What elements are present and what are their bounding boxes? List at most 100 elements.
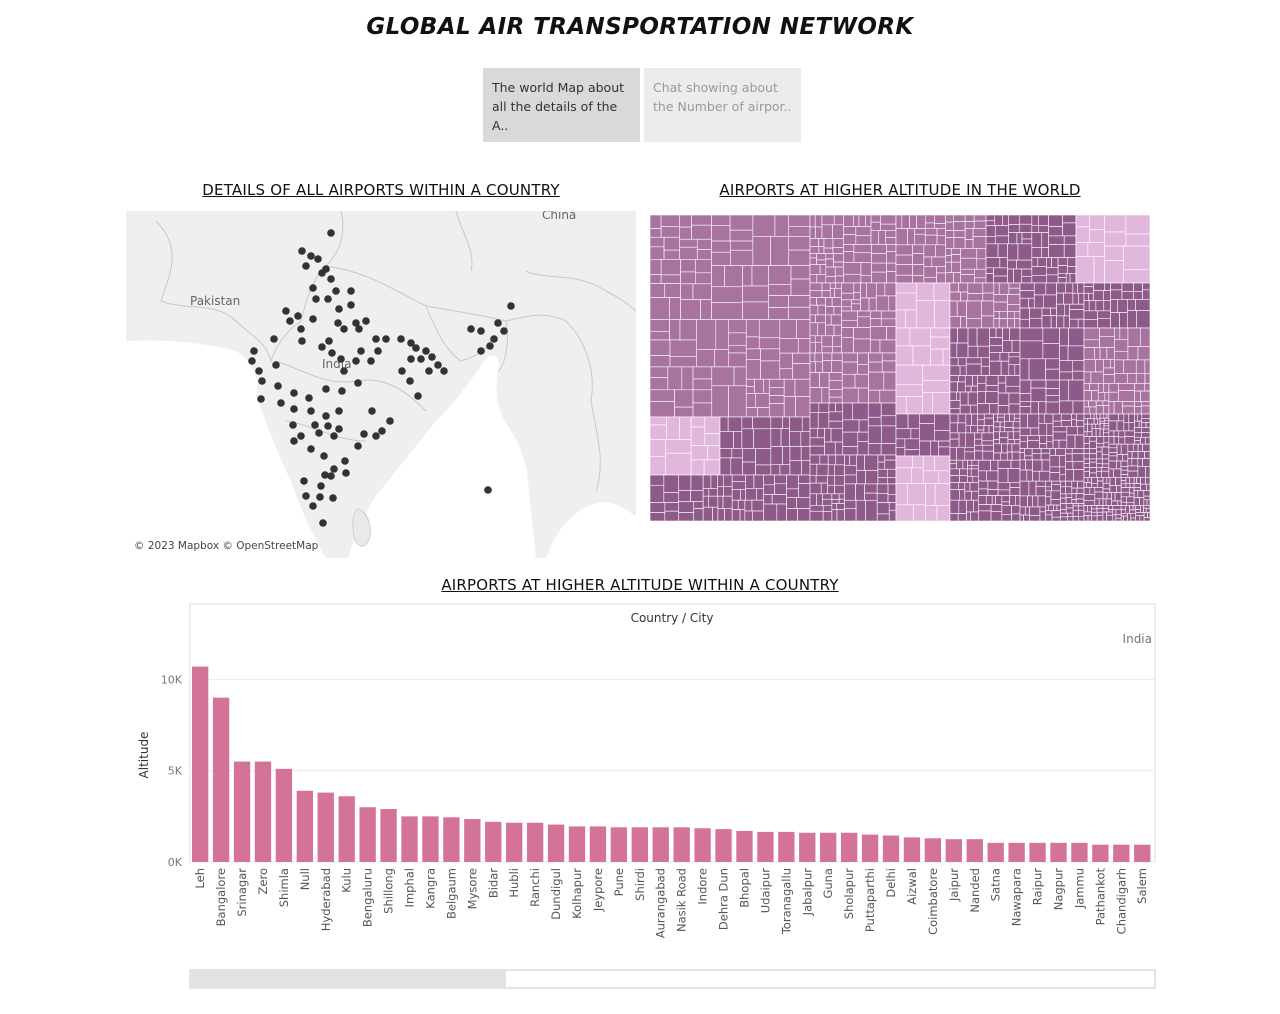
treemap-cell[interactable] xyxy=(825,266,836,277)
airport-marker[interactable] xyxy=(250,347,258,355)
treemap-cell[interactable] xyxy=(869,339,881,354)
treemap-cell[interactable] xyxy=(1115,508,1122,515)
treemap-cell[interactable] xyxy=(1133,477,1137,484)
treemap-cell[interactable] xyxy=(1095,423,1101,430)
treemap-cell[interactable] xyxy=(1052,413,1062,422)
treemap-cell[interactable] xyxy=(691,224,712,240)
treemap-cell[interactable] xyxy=(763,494,773,505)
treemap-cell[interactable] xyxy=(1075,498,1085,504)
treemap-cell[interactable] xyxy=(809,226,816,239)
treemap-cell[interactable] xyxy=(1006,451,1013,461)
treemap-cell[interactable] xyxy=(650,283,666,298)
treemap-cell[interactable] xyxy=(886,262,897,272)
treemap-cell[interactable] xyxy=(1097,310,1111,319)
airport-marker[interactable] xyxy=(327,472,335,480)
treemap-cell[interactable] xyxy=(1024,448,1033,457)
treemap-cell[interactable] xyxy=(1072,370,1085,381)
treemap-cell[interactable] xyxy=(1065,448,1073,455)
treemap-cell[interactable] xyxy=(1019,480,1030,497)
treemap-cell[interactable] xyxy=(707,445,721,461)
treemap-cell[interactable] xyxy=(1009,413,1015,422)
treemap-cell[interactable] xyxy=(993,310,1000,319)
treemap-cell[interactable] xyxy=(728,319,747,334)
treemap-cell[interactable] xyxy=(1083,458,1090,464)
treemap-cell[interactable] xyxy=(690,474,704,491)
bar[interactable] xyxy=(464,819,481,862)
treemap-cell[interactable] xyxy=(832,346,842,354)
treemap-cell[interactable] xyxy=(886,244,897,252)
treemap-cell[interactable] xyxy=(1002,215,1009,226)
treemap-cell[interactable] xyxy=(1127,373,1137,384)
treemap-cell[interactable] xyxy=(865,215,872,227)
treemap-cell[interactable] xyxy=(1134,440,1141,445)
treemap-cell[interactable] xyxy=(949,513,959,521)
treemap-cell[interactable] xyxy=(1108,401,1115,415)
treemap-cell[interactable] xyxy=(1009,482,1021,488)
treemap-cell[interactable] xyxy=(820,482,828,495)
treemap-cell[interactable] xyxy=(1120,505,1127,510)
treemap-cell[interactable] xyxy=(786,474,799,490)
treemap-cell[interactable] xyxy=(945,215,954,223)
treemap-cell[interactable] xyxy=(1101,446,1110,456)
treemap-cell[interactable] xyxy=(1140,390,1150,402)
treemap-cell[interactable] xyxy=(1011,451,1021,461)
airport-marker[interactable] xyxy=(338,387,346,395)
treemap-cell[interactable] xyxy=(1095,400,1104,406)
treemap-cell[interactable] xyxy=(974,444,984,452)
treemap-cell[interactable] xyxy=(1123,269,1150,284)
treemap-cell[interactable] xyxy=(792,363,811,380)
treemap-cell[interactable] xyxy=(964,215,975,222)
bar[interactable] xyxy=(945,839,962,862)
treemap-cell[interactable] xyxy=(742,265,753,287)
airport-marker[interactable] xyxy=(354,379,362,387)
treemap-cell[interactable] xyxy=(956,342,969,359)
treemap-cell[interactable] xyxy=(970,468,979,477)
bar[interactable] xyxy=(359,807,376,862)
treemap-cell[interactable] xyxy=(702,495,709,508)
treemap-cell[interactable] xyxy=(912,345,931,366)
treemap-cell[interactable] xyxy=(999,437,1009,445)
treemap-cell[interactable] xyxy=(816,493,823,506)
treemap-cell[interactable] xyxy=(888,509,897,521)
treemap-cell[interactable] xyxy=(854,373,869,389)
treemap-cell[interactable] xyxy=(817,304,826,316)
airport-marker[interactable] xyxy=(329,494,337,502)
treemap-cell[interactable] xyxy=(1018,215,1033,225)
treemap-cell[interactable] xyxy=(1137,490,1145,498)
treemap-cell[interactable] xyxy=(1029,317,1043,329)
treemap-cell[interactable] xyxy=(681,366,694,391)
airport-marker[interactable] xyxy=(407,355,415,363)
airport-marker[interactable] xyxy=(352,319,360,327)
treemap-cell[interactable] xyxy=(895,228,908,246)
treemap-cell[interactable] xyxy=(938,470,951,484)
treemap-cell[interactable] xyxy=(789,446,802,462)
treemap-cell[interactable] xyxy=(751,499,765,512)
airport-marker[interactable] xyxy=(290,437,298,445)
treemap-cell[interactable] xyxy=(972,236,987,249)
treemap-cell[interactable] xyxy=(770,428,782,447)
treemap-cell[interactable] xyxy=(852,402,869,421)
airport-marker[interactable] xyxy=(500,327,508,335)
bar[interactable] xyxy=(380,809,397,862)
treemap-cell[interactable] xyxy=(753,428,772,449)
treemap-cell[interactable] xyxy=(809,510,824,521)
treemap-cell[interactable] xyxy=(830,427,844,443)
treemap-cell[interactable] xyxy=(982,292,995,302)
tab-airport-count-chart[interactable]: Chat showing about the Number of airpor.… xyxy=(644,68,801,142)
treemap-cell[interactable] xyxy=(1118,413,1125,422)
treemap-cell[interactable] xyxy=(1136,310,1150,329)
treemap-cell[interactable] xyxy=(1127,310,1137,329)
treemap-cell[interactable] xyxy=(822,511,833,521)
treemap-cell[interactable] xyxy=(823,247,834,254)
treemap-cell[interactable] xyxy=(1119,327,1129,340)
treemap-cell[interactable] xyxy=(1065,453,1073,463)
treemap-cell[interactable] xyxy=(1009,487,1021,496)
treemap-cell[interactable] xyxy=(752,416,772,430)
airport-marker[interactable] xyxy=(317,482,325,490)
treemap-cell[interactable] xyxy=(907,228,915,246)
treemap-cell[interactable] xyxy=(828,402,836,413)
treemap-cell[interactable] xyxy=(782,416,790,429)
treemap-cell[interactable] xyxy=(969,482,979,492)
bar[interactable] xyxy=(736,830,753,862)
treemap-cell[interactable] xyxy=(879,339,897,354)
